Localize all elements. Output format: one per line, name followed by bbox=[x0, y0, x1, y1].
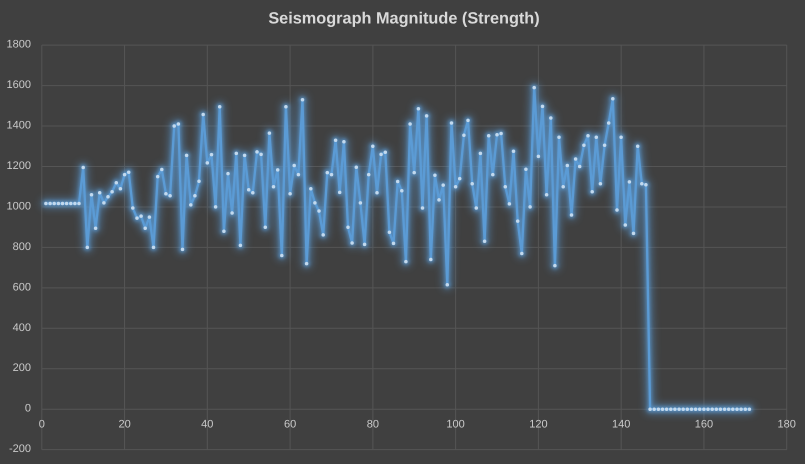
svg-text:1000: 1000 bbox=[7, 200, 31, 212]
svg-text:180: 180 bbox=[778, 419, 796, 431]
svg-text:1600: 1600 bbox=[7, 79, 31, 91]
svg-text:160: 160 bbox=[695, 419, 713, 431]
svg-text:0: 0 bbox=[25, 403, 31, 415]
svg-text:1400: 1400 bbox=[7, 120, 31, 132]
svg-text:Seismograph Magnitude (Strengt: Seismograph Magnitude (Strength) bbox=[268, 10, 539, 28]
svg-text:800: 800 bbox=[13, 241, 31, 253]
svg-text:20: 20 bbox=[118, 419, 130, 431]
svg-text:1800: 1800 bbox=[7, 39, 31, 51]
svg-text:60: 60 bbox=[284, 419, 296, 431]
svg-text:100: 100 bbox=[446, 419, 464, 431]
svg-text:-200: -200 bbox=[9, 443, 31, 455]
svg-text:0: 0 bbox=[39, 419, 45, 431]
svg-text:400: 400 bbox=[13, 322, 31, 334]
svg-text:1200: 1200 bbox=[7, 160, 31, 172]
svg-text:120: 120 bbox=[529, 419, 547, 431]
svg-text:40: 40 bbox=[201, 419, 213, 431]
svg-text:600: 600 bbox=[13, 281, 31, 293]
svg-text:80: 80 bbox=[367, 419, 379, 431]
svg-text:200: 200 bbox=[13, 362, 31, 374]
svg-text:140: 140 bbox=[612, 419, 630, 431]
